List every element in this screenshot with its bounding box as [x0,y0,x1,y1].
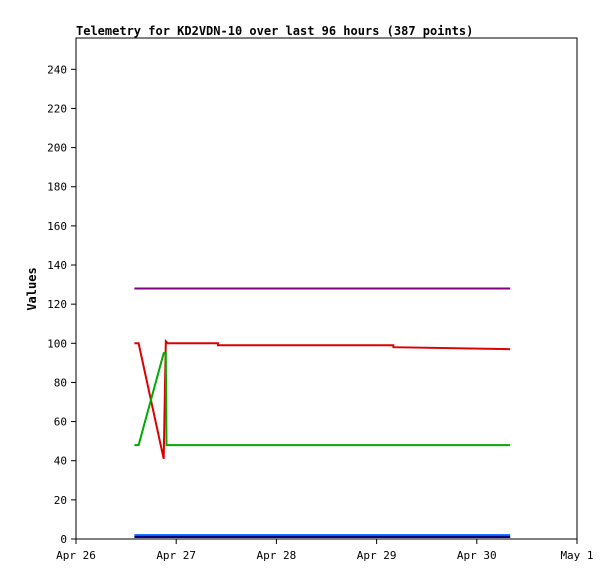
y-tick-label: 180 [47,181,67,194]
x-tick-label: Apr 30 [457,549,497,562]
series-lines [134,287,511,538]
y-tick-label: 0 [60,533,67,546]
axis-ticks: 0 20 40 60 80 100 120 140 160 180 200 220 240 Apr 26 A… [47,63,593,562]
plot-frame [75,37,578,540]
y-tick-label: 220 [47,102,67,115]
x-tick-label: Apr 26 [56,549,96,562]
y-axis-label: Values [25,267,39,310]
series-line-3 [134,352,511,447]
x-tick-label: Apr 29 [357,549,397,562]
y-tick-label: 20 [54,494,67,507]
y-tick-label: 40 [54,455,67,468]
y-tick-label: 100 [47,337,67,350]
y-tick-label: 200 [47,142,67,155]
y-tick-label: 80 [54,376,67,389]
x-tick-label: Apr 27 [156,549,196,562]
y-tick-label: 160 [47,220,67,233]
x-tick-label: Apr 28 [257,549,297,562]
chart-title: Telemetry for KD2VDN-10 over last 96 hou… [76,24,473,38]
y-tick-label: 140 [47,259,67,272]
y-tick-label: 240 [47,63,67,76]
y-tick-label: 120 [47,298,67,311]
series-line-2 [134,338,511,460]
y-tick-label: 60 [54,416,67,429]
x-tick-label: May 1 [560,549,593,562]
